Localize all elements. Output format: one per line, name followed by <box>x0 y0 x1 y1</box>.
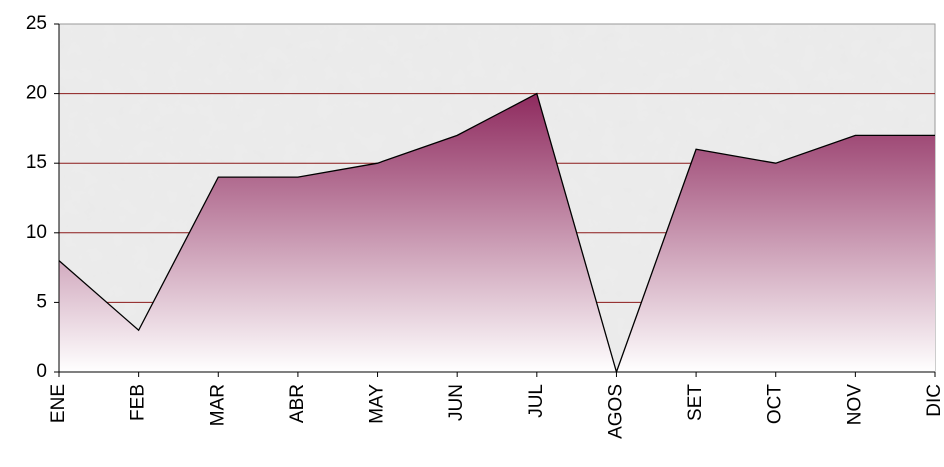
y-tick-label: 5 <box>36 291 47 312</box>
x-tick-label: SET <box>685 384 706 421</box>
area <box>59 93 935 372</box>
x-tick-label: AGOS <box>605 384 626 439</box>
x-tick-label: ABR <box>287 384 308 423</box>
y-tick-label: 20 <box>26 83 47 104</box>
x-tick-label: MAR <box>207 384 228 426</box>
area-line <box>58 92 935 375</box>
y-tick-label: 0 <box>36 361 47 382</box>
y-tick-label: 10 <box>26 222 47 243</box>
x-tick-label: JUN <box>446 384 467 421</box>
y-tick-label: 15 <box>26 152 47 173</box>
x-tick-label: FEB <box>128 384 149 421</box>
y-tick-label: 25 <box>26 13 47 34</box>
x-tick-label: ENE <box>48 384 69 423</box>
x-tick-label: DIC <box>924 384 944 417</box>
x-tick-label: OCT <box>765 384 786 425</box>
x-tick-label: NOV <box>844 384 865 426</box>
x-tick-label: MAY <box>367 384 388 424</box>
x-tick-label: JUL <box>526 384 547 418</box>
